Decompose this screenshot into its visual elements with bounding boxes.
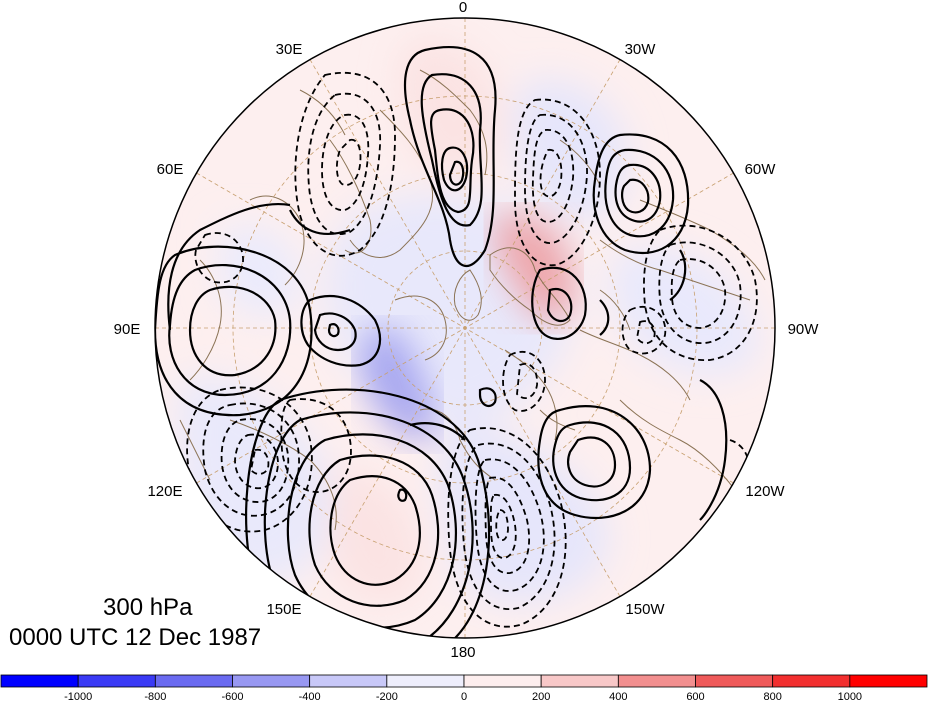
colorbar-box <box>849 674 928 688</box>
valid-time-label: 0000 UTC 12 Dec 1987 <box>9 624 262 651</box>
negative-contours <box>186 71 758 628</box>
colorbar-box <box>463 674 542 688</box>
colorbar-tick-label: 0 <box>461 691 467 702</box>
colorbar-tick-label: 200 <box>532 691 550 702</box>
colorbar-tick-label: 1000 <box>838 691 862 702</box>
colorbar-tick-label: 600 <box>686 691 704 702</box>
colorbar: -1000 -800 -600 -400 -200 0 200 400 600 800 1000 <box>0 674 928 702</box>
colorbar-labels: -1000 -800 -600 -400 -200 0 200 400 600 800 1000 <box>64 691 862 702</box>
shade-positive-region <box>330 468 422 605</box>
colorbar-box <box>540 674 619 688</box>
lon-label-30e: 30E <box>276 41 303 58</box>
lon-label-180: 180 <box>450 644 475 661</box>
colorbar-box <box>232 674 311 688</box>
colorbar-tick-label: -1000 <box>64 691 92 702</box>
colorbar-tick-label: -600 <box>221 691 243 702</box>
polar-map: 0 30W 60W 90W 120W 150W 180 150E 120E 90… <box>114 0 820 661</box>
shade-strong-negative-band <box>358 326 437 443</box>
map-boundary <box>154 17 776 639</box>
lon-label-60e: 60E <box>157 161 184 178</box>
lon-label-60w: 60W <box>745 161 777 178</box>
longitude-labels: 0 30W 60W 90W 120W 150W 180 150E 120E 90… <box>114 0 820 661</box>
pressure-level-label: 300 hPa <box>103 594 193 621</box>
shade-positive-region <box>398 38 502 178</box>
colorbar-tick-label: -800 <box>144 691 166 702</box>
lon-label-150e: 150E <box>266 601 301 618</box>
lon-label-90e: 90E <box>114 321 141 338</box>
lon-label-90w: 90W <box>788 321 820 338</box>
lon-label-30w: 30W <box>625 41 657 58</box>
colorbar-tick-label: -200 <box>376 691 398 702</box>
colorbar-box <box>617 674 696 688</box>
colorbar-tick-label: 400 <box>609 691 627 702</box>
colorbar-box <box>695 674 774 688</box>
colorbar-box <box>154 674 233 688</box>
colorbar-box <box>386 674 465 688</box>
colorbar-tick-label: 800 <box>763 691 781 702</box>
shade-strong-positive-band <box>492 213 576 324</box>
lon-label-150w: 150W <box>625 601 665 618</box>
colorbar-box <box>77 674 156 688</box>
colorbar-tick-label: -400 <box>299 691 321 702</box>
lon-label-120e: 120E <box>147 483 182 500</box>
lon-label-120w: 120W <box>745 483 785 500</box>
coastlines <box>179 69 766 531</box>
lon-label-0: 0 <box>459 0 467 16</box>
colorbar-boxes <box>0 674 928 688</box>
colorbar-box <box>309 674 388 688</box>
colorbar-box <box>0 674 79 688</box>
positive-contours <box>155 46 728 638</box>
colorbar-box <box>772 674 851 688</box>
